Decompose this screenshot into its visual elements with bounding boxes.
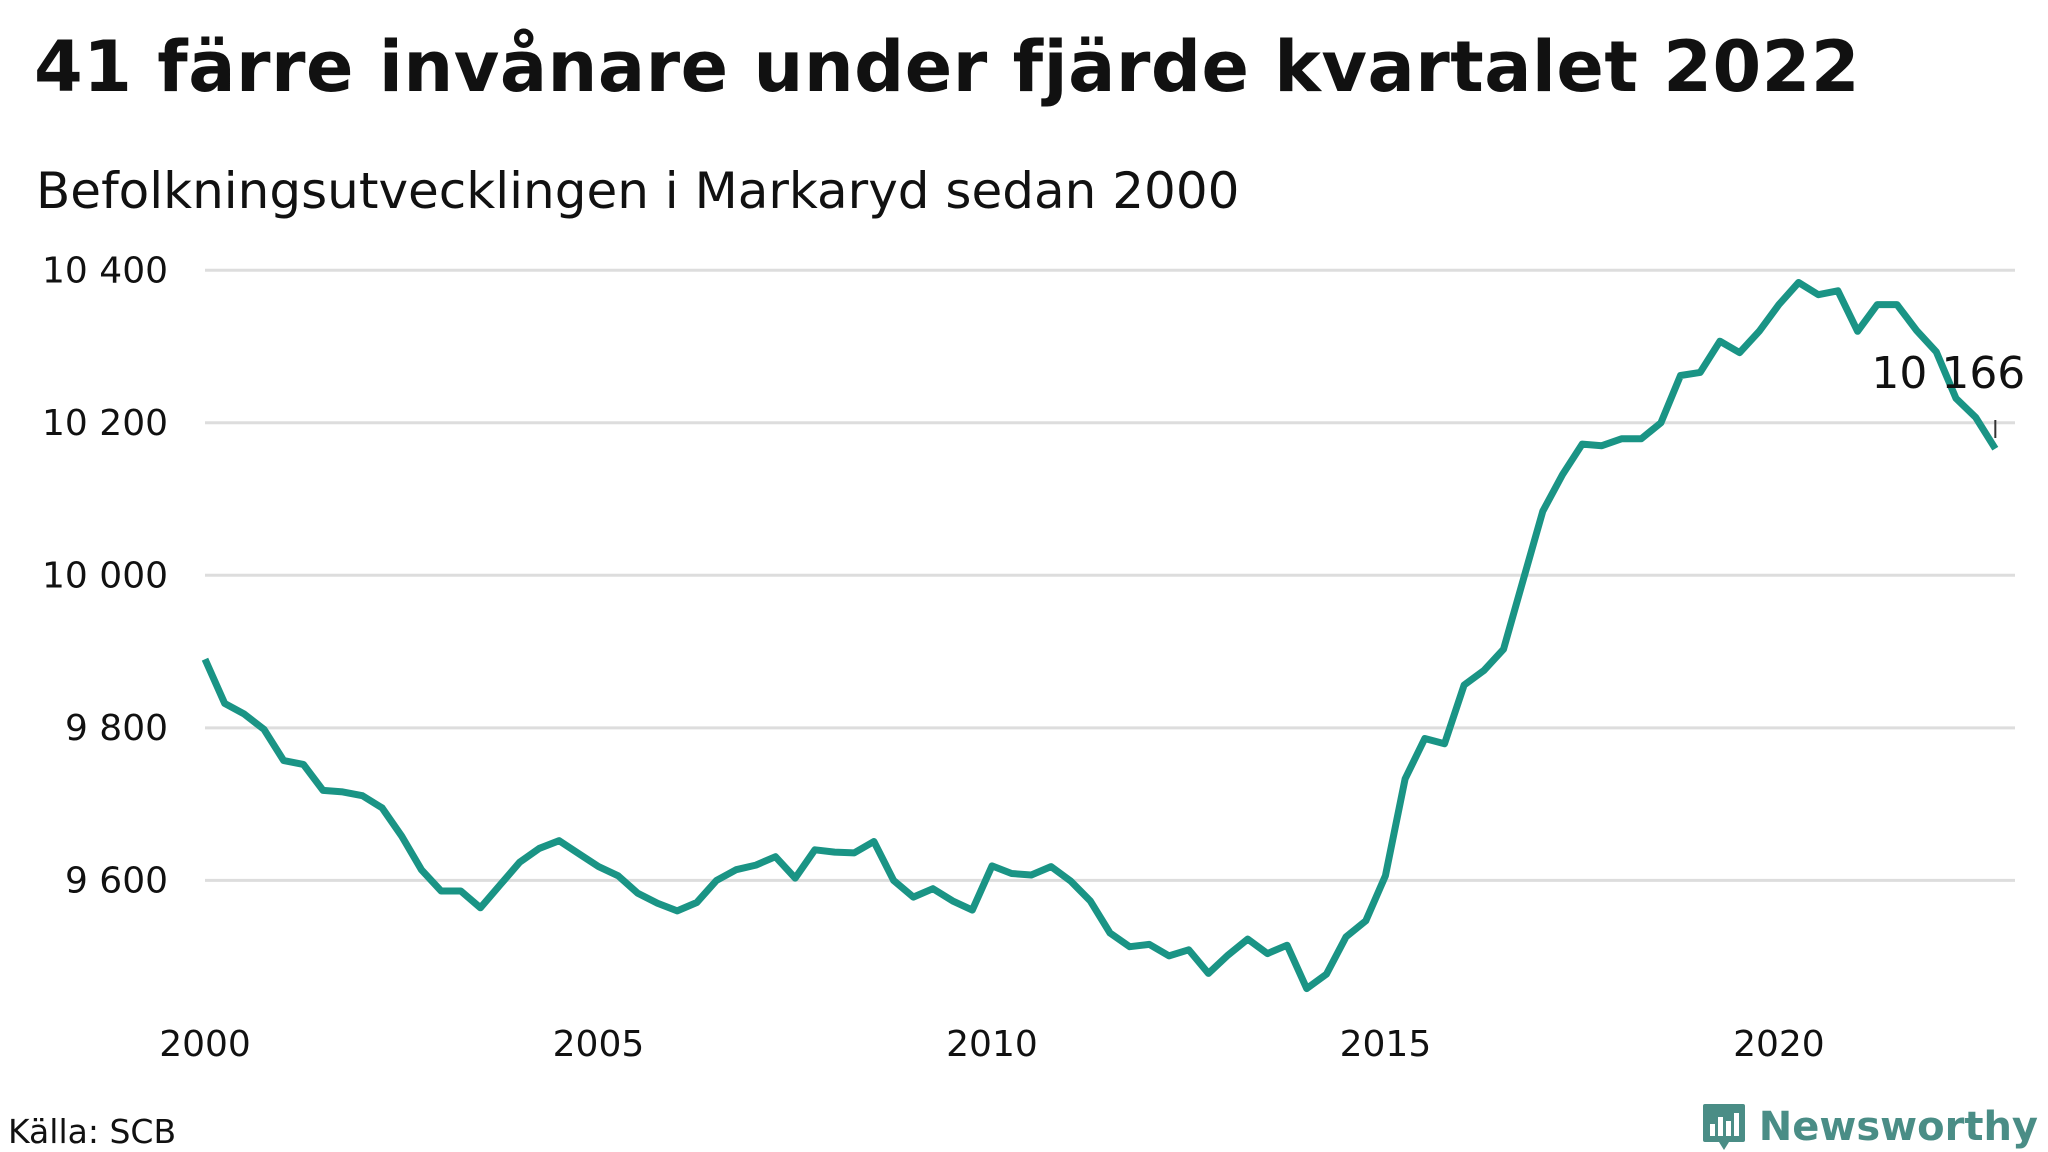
newsworthy-logo-icon xyxy=(1702,1104,1745,1150)
y-tick-label: 10 200 xyxy=(42,403,168,444)
x-tick-label: 2020 xyxy=(1733,1024,1825,1065)
series-line xyxy=(201,279,1999,993)
y-tick-label: 9 600 xyxy=(65,860,168,901)
brand: Newsworthy xyxy=(1701,1102,2038,1152)
chart-subtitle: Befolkningsutvecklingen i Markaryd sedan… xyxy=(36,162,1240,220)
x-tick-label: 2010 xyxy=(946,1024,1038,1065)
y-tick-label: 9 800 xyxy=(65,708,168,749)
annotations: 10 166 xyxy=(1871,348,2025,438)
end-value-label: 10 166 xyxy=(1871,348,2025,399)
y-tick-label: 10 000 xyxy=(42,555,168,596)
x-axis-ticks: 2000 2005 2010 2015 2020 xyxy=(159,1024,1825,1065)
x-tick-label: 2000 xyxy=(159,1024,251,1065)
gridlines xyxy=(205,268,2015,882)
x-tick-label: 2005 xyxy=(553,1024,645,1065)
brand-name: Newsworthy xyxy=(1758,1104,2038,1150)
series xyxy=(201,279,1999,993)
source-note: Källa: SCB xyxy=(8,1112,177,1151)
x-tick-label: 2015 xyxy=(1340,1024,1432,1065)
y-axis-ticks: 9 600 9 800 10 000 10 200 10 400 xyxy=(42,250,168,901)
y-tick-label: 10 400 xyxy=(42,250,168,291)
chart-title: 41 färre invånare under fjärde kvartalet… xyxy=(34,26,1861,108)
